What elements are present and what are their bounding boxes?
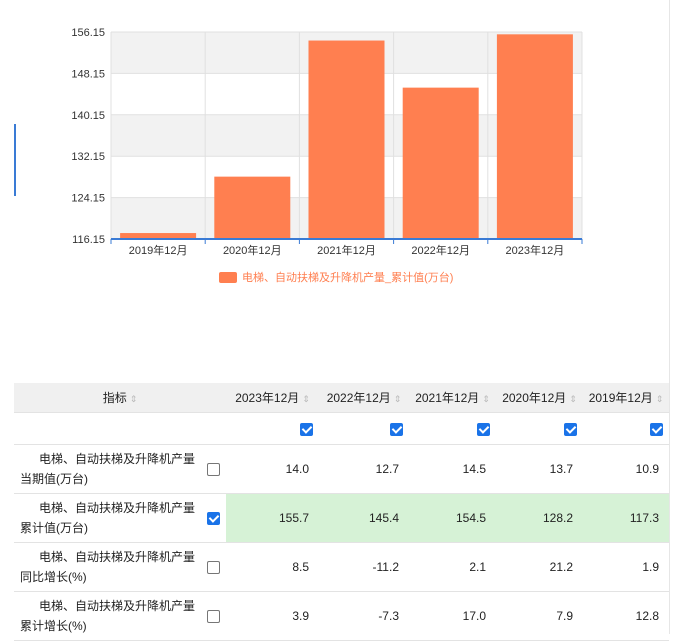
row-checkbox-cell xyxy=(200,591,226,641)
sort-icon[interactable]: ⇕ xyxy=(569,394,577,404)
sort-icon[interactable]: ⇕ xyxy=(482,394,490,404)
row-checkbox[interactable] xyxy=(206,610,220,624)
panel-right-border xyxy=(669,0,670,634)
header-col-3[interactable]: 2021年12月 ⇕ xyxy=(409,383,496,413)
table-header-row: 指标 ⇕ 2023年12月 ⇕ 2022年12月 ⇕ 2021年12月 ⇕ 2020年1… xyxy=(14,383,669,413)
column-checkbox[interactable] xyxy=(390,422,403,436)
column-checkbox[interactable] xyxy=(650,422,663,436)
header-col-label: 2023年12月 xyxy=(235,391,300,405)
row-checkbox-cell xyxy=(200,542,226,592)
row-checkbox[interactable] xyxy=(206,512,220,526)
table-cell: 12.7 xyxy=(319,444,409,494)
x-tick-label: 2022年12月 xyxy=(411,243,470,257)
y-tick-label: 140.15 xyxy=(71,110,105,122)
sort-icon[interactable]: ⇕ xyxy=(393,394,402,404)
header-col-1[interactable]: 2023年12月 ⇕ xyxy=(226,383,319,413)
table-cell: 1.9 xyxy=(583,542,669,592)
header-col-5[interactable]: 2019年12月 ⇕ xyxy=(583,383,669,413)
table-cell: 128.2 xyxy=(496,493,583,543)
x-tick-label: 2019年12月 xyxy=(129,243,188,257)
y-tick-label: 132.15 xyxy=(71,151,105,163)
row-name-line2: 当期值(万台) xyxy=(20,472,88,486)
row-checkbox-cell xyxy=(200,493,226,543)
table-cell: 154.5 xyxy=(409,493,496,543)
y-tick-label: 148.15 xyxy=(71,68,105,80)
sort-icon[interactable]: ⇕ xyxy=(655,394,664,404)
row-name-line1: 电梯、自动扶梯及升降机产量 xyxy=(39,599,196,613)
table-row: 电梯、自动扶梯及升降机产量 同比增长(%) 8.5 -11.2 2.1 21.2 … xyxy=(14,542,669,592)
sort-icon[interactable]: ⇕ xyxy=(302,394,310,404)
header-col-4[interactable]: 2020年12月 ⇕ xyxy=(496,383,583,413)
table-cell: 155.7 xyxy=(226,493,319,543)
header-col-label: 2020年12月 xyxy=(502,391,567,405)
column-checkbox-cell xyxy=(409,412,496,445)
table-row: 电梯、自动扶梯及升降机产量累计增长(%) 3.9 -7.3 17.0 7.9 1… xyxy=(14,591,669,641)
table-cell: -11.2 xyxy=(319,542,409,592)
sort-icon[interactable]: ⇕ xyxy=(129,394,138,404)
y-tick-label: 116.15 xyxy=(72,234,105,246)
chart-legend[interactable]: 电梯、自动扶梯及升降机产量_累计值(万台) xyxy=(219,269,453,285)
column-checkbox[interactable] xyxy=(300,422,313,436)
legend-swatch xyxy=(219,271,237,283)
table-cell: 10.9 xyxy=(583,444,669,494)
row-name-line2: 累计值(万台) xyxy=(20,521,88,535)
column-checkbox-cell xyxy=(226,412,319,445)
table-cell: 2.1 xyxy=(409,542,496,592)
header-indicator[interactable]: 指标 ⇕ xyxy=(14,383,226,413)
row-name-line1: 电梯、自动扶梯及升降机产量 xyxy=(39,550,196,564)
y-tick-label: 156.15 xyxy=(71,27,105,39)
table-cell: 145.4 xyxy=(319,493,409,543)
table-cell: 14.0 xyxy=(226,444,319,494)
table-cell: 3.9 xyxy=(226,591,319,641)
data-table: 指标 ⇕ 2023年12月 ⇕ 2022年12月 ⇕ 2021年12月 ⇕ 2020年1… xyxy=(14,383,669,641)
table-cell: 117.3 xyxy=(583,493,669,543)
table-cell: -7.3 xyxy=(319,591,409,641)
table-cell: 8.5 xyxy=(226,542,319,592)
empty-cell xyxy=(14,412,226,445)
table-cell: 13.7 xyxy=(496,444,583,494)
header-indicator-label: 指标 xyxy=(102,391,127,405)
row-checkbox-cell xyxy=(200,444,226,494)
row-name-line2: 同比增长(%) xyxy=(20,570,87,584)
column-checkbox-cell xyxy=(496,412,583,445)
bar xyxy=(308,40,385,239)
chart-area: 116.15 124.15 132.15 140.15 148.15 156.15 2019… xyxy=(0,0,669,300)
row-name-line1: 电梯、自动扶梯及升降机产量 xyxy=(39,501,196,515)
table-cell: 14.5 xyxy=(409,444,496,494)
row-name-line2: 累计增长(%) xyxy=(20,619,87,633)
header-col-label: 2022年12月 xyxy=(326,391,391,405)
column-checkbox[interactable] xyxy=(477,422,490,436)
table-row: 电梯、自动扶梯及升降机产量当期值(万台) 14.0 12.7 14.5 13.7… xyxy=(14,444,669,494)
legend-label: 电梯、自动扶梯及升降机产量_累计值(万台) xyxy=(242,272,454,284)
table-cell: 17.0 xyxy=(409,591,496,641)
column-checkbox-cell xyxy=(319,412,409,445)
row-indicator-name: 电梯、自动扶梯及升降机产量累计增长(%) xyxy=(14,591,200,641)
x-tick-label: 2023年12月 xyxy=(506,243,565,257)
header-col-label: 2021年12月 xyxy=(415,391,480,405)
row-checkbox[interactable] xyxy=(206,561,220,575)
row-indicator-name: 电梯、自动扶梯及升降机产量同比增长(%) xyxy=(14,542,200,592)
x-tick-label: 2021年12月 xyxy=(317,243,376,257)
bar xyxy=(120,233,197,239)
table-cell: 12.8 xyxy=(583,591,669,641)
table-cell: 21.2 xyxy=(496,542,583,592)
bar xyxy=(402,87,479,239)
row-indicator-name: 电梯、自动扶梯及升降机产量累计值(万台) xyxy=(14,493,200,543)
header-col-label: 2019年12月 xyxy=(588,391,653,405)
row-checkbox[interactable] xyxy=(206,463,220,477)
row-name-line1: 电梯、自动扶梯及升降机产量 xyxy=(39,452,196,466)
panel-left-marker xyxy=(14,124,16,196)
table-row: 电梯、自动扶梯及升降机产量累计值(万台) 155.7 145.4 154.5 1… xyxy=(14,493,669,543)
column-checkbox[interactable] xyxy=(564,422,577,436)
y-tick-label: 124.15 xyxy=(71,193,105,205)
column-checkbox-row xyxy=(14,412,669,445)
row-indicator-name: 电梯、自动扶梯及升降机产量当期值(万台) xyxy=(14,444,200,494)
bar xyxy=(214,176,291,239)
bar xyxy=(496,34,573,239)
bar-chart: 116.15 124.15 132.15 140.15 148.15 156.15 2019… xyxy=(71,27,583,257)
header-col-2[interactable]: 2022年12月 ⇕ xyxy=(319,383,409,413)
x-tick-label: 2020年12月 xyxy=(223,243,282,257)
column-checkbox-cell xyxy=(583,412,669,445)
table-cell: 7.9 xyxy=(496,591,583,641)
